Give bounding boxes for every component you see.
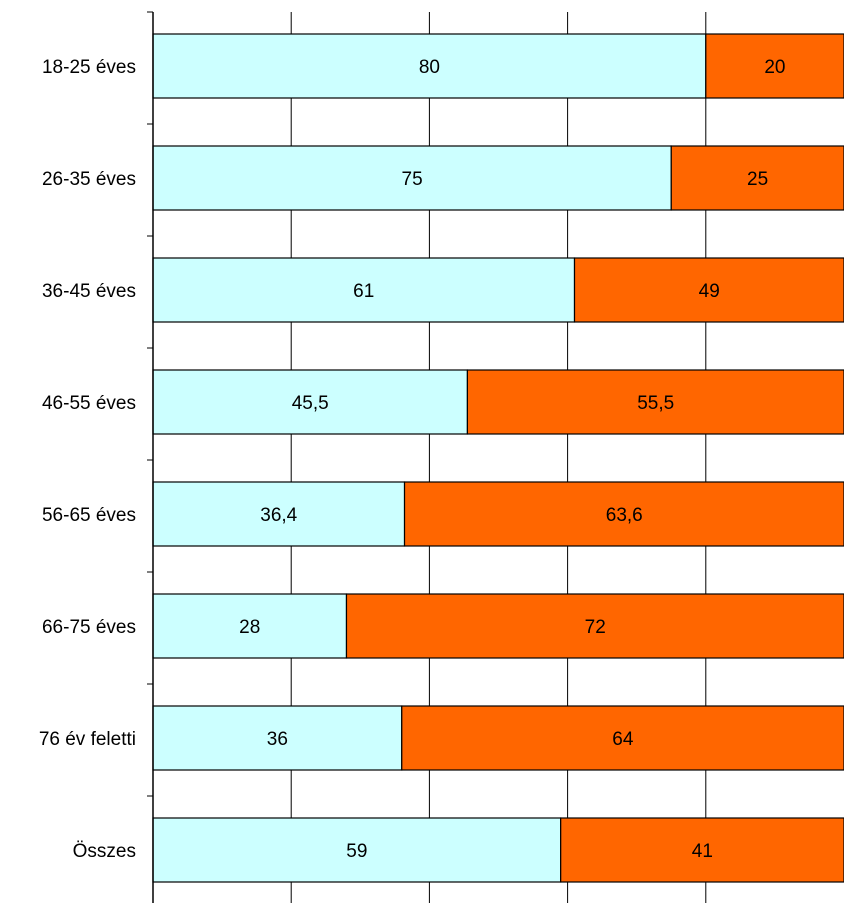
data-label: 20	[764, 57, 785, 78]
data-label: 72	[585, 617, 606, 638]
data-label: 75	[402, 169, 423, 190]
data-label: 41	[692, 841, 713, 862]
bar-segment-first	[152, 369, 469, 435]
bar-segment-first	[152, 33, 707, 99]
data-label: 45,5	[292, 393, 329, 414]
data-label: 63,6	[606, 505, 643, 526]
bar-segment-second	[573, 257, 844, 323]
data-label: 36	[267, 729, 288, 750]
bar-segment-second	[705, 33, 844, 99]
category-label: 76 év feletti	[39, 729, 136, 750]
data-label: 80	[419, 57, 440, 78]
category-label: 18-25 éves	[42, 57, 136, 78]
bar-segment-first	[152, 705, 403, 771]
bar-segment-second	[466, 369, 844, 435]
bar-segment-second	[401, 705, 844, 771]
category-label: 56-65 éves	[42, 505, 136, 526]
data-label: 55,5	[637, 393, 674, 414]
category-label: 46-55 éves	[42, 393, 136, 414]
data-label: 61	[353, 281, 374, 302]
data-label: 59	[346, 841, 367, 862]
bar-segment-second	[670, 145, 844, 211]
data-label: 28	[239, 617, 260, 638]
bar-segment-second	[345, 593, 844, 659]
data-label: 64	[612, 729, 634, 750]
data-label: 25	[747, 169, 768, 190]
category-label: 36-45 éves	[42, 281, 136, 302]
data-label: 36,4	[260, 505, 297, 526]
category-label: 26-35 éves	[42, 169, 136, 190]
bars: 80 20 75 25 61 49 45,5 55,5 36,4 63,6 28 72 36 64 59 41	[152, 33, 844, 883]
bar-segment-second	[403, 481, 844, 547]
bar-segment-second	[560, 817, 844, 883]
category-label: 66-75 éves	[42, 617, 136, 638]
bar-segment-first	[152, 817, 562, 883]
category-label: Összes	[73, 841, 136, 862]
category-axis: 18-25 éves 26-35 éves 36-45 éves 46-55 éves…	[39, 11, 154, 903]
data-label: 49	[699, 281, 720, 302]
bar-segment-first	[152, 145, 672, 211]
